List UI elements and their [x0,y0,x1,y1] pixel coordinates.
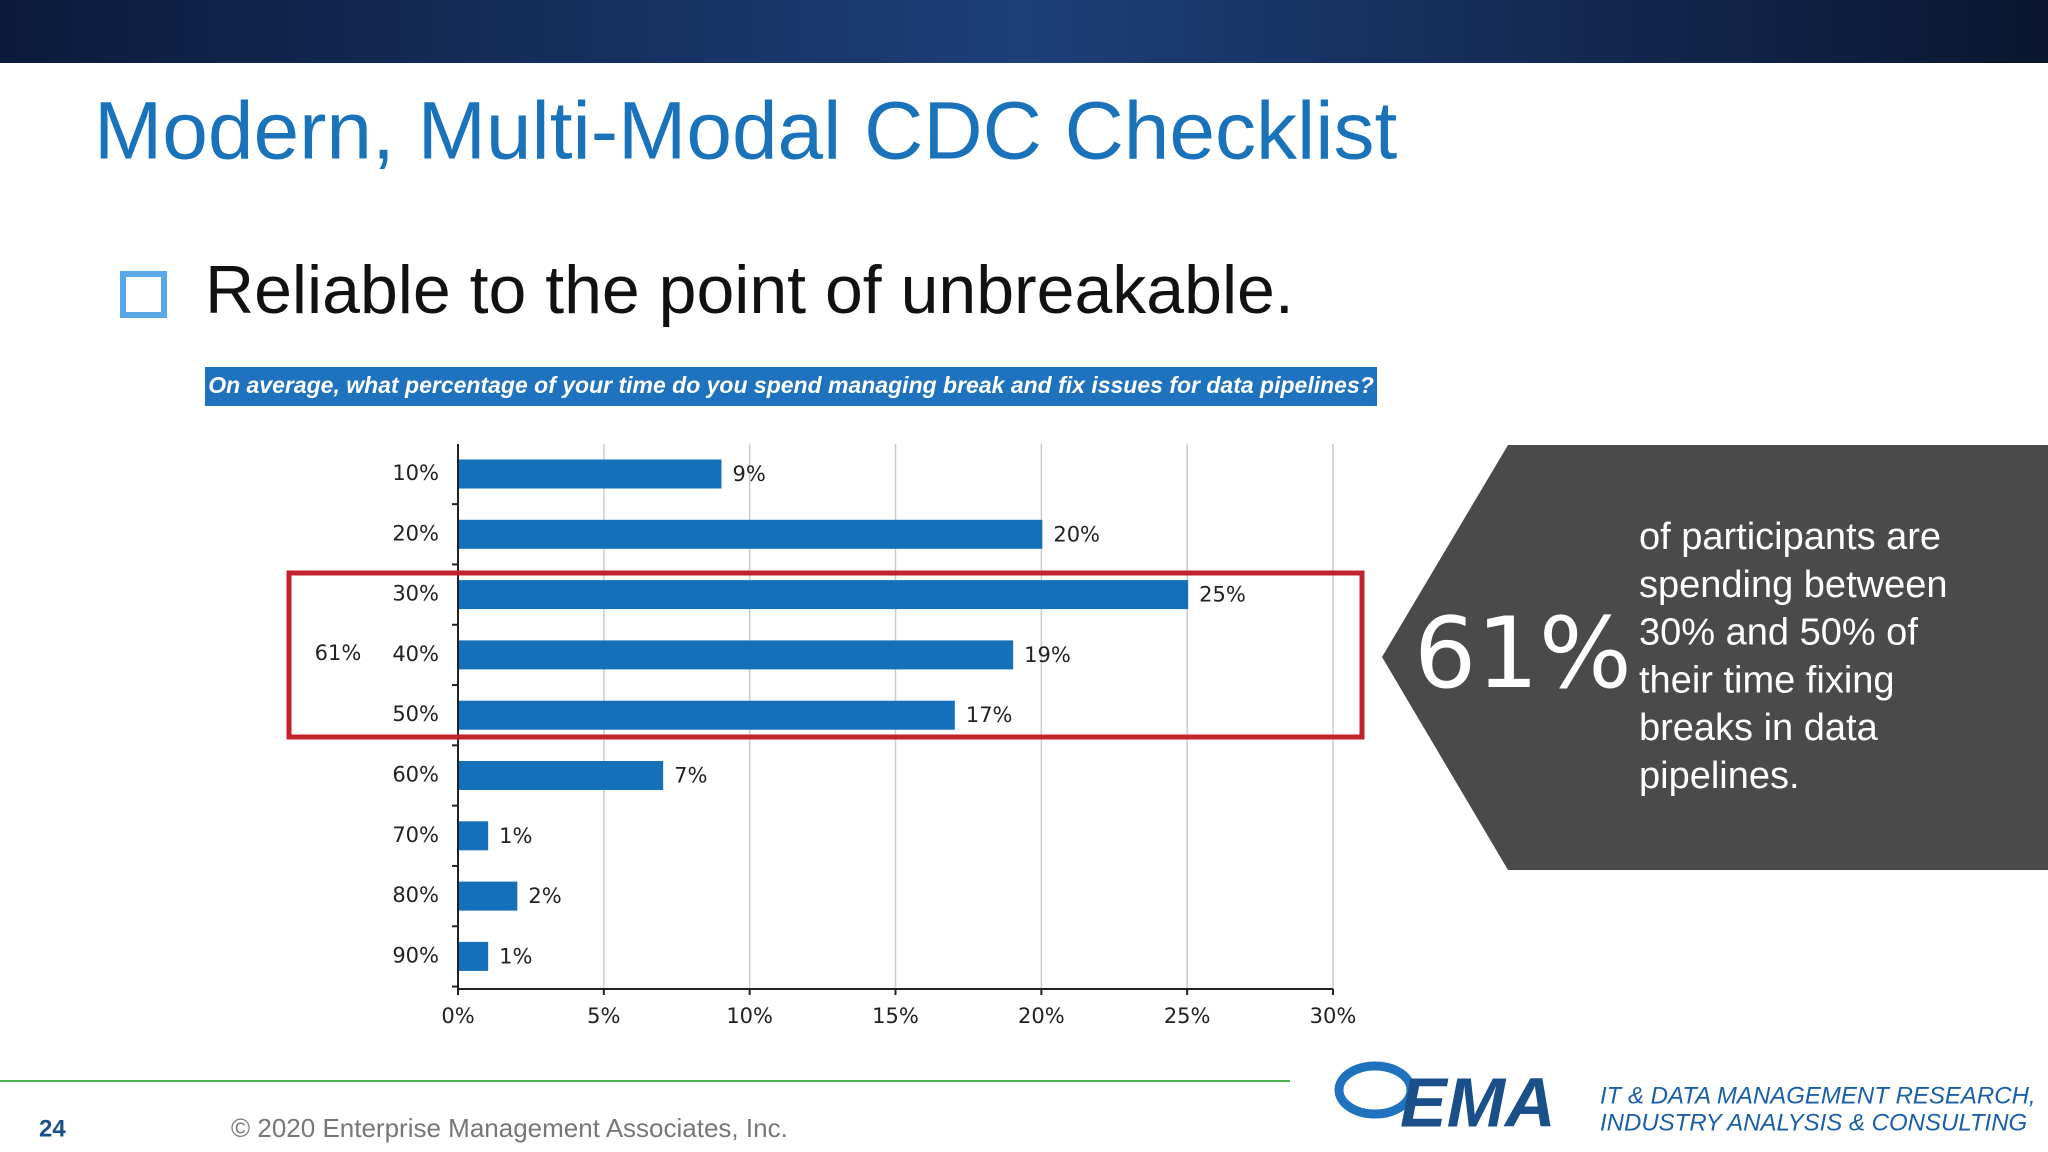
bar [459,640,1014,670]
x-tick-label: 30% [1310,1004,1357,1028]
y-tick-label: 10% [392,461,439,485]
x-tick-label: 5% [587,1004,620,1028]
callout-line: pipelines. [1639,755,1800,797]
y-tick-label: 60% [392,763,439,787]
slide-title: Modern, Multi-Modal CDC Checklist [94,86,1397,177]
highlight-box [286,570,1365,740]
x-tick-label: 15% [872,1004,919,1028]
x-tick-label: 0% [441,1004,474,1028]
bar [459,519,1043,549]
y-tick-label: 90% [392,943,439,967]
callout-line: their time fixing [1639,659,1895,701]
value-label: 1% [499,944,532,968]
x-tick-label: 10% [726,1004,773,1028]
y-tick-label: 80% [392,883,439,907]
callout-box [1382,445,2048,870]
chart-title: On average, what percentage of your time… [208,372,1374,398]
plot: 0% 5% 10% 15% 20% 25% 30% 10% 9% 20% 20% 30% 25% 40% 1… [286,444,1365,1028]
y-tick-label: 70% [392,823,439,847]
checkbox [120,271,167,318]
banner [0,0,2048,63]
x-tick-label: 25% [1164,1004,1211,1028]
tagline-line: IT & DATA MANAGEMENT RESEARCH, [1600,1082,2036,1109]
callout-line: 30% and 50% of [1639,612,1918,654]
value-label: 2% [528,884,561,908]
value-label: 17% [966,703,1013,727]
page-number: 24 [39,1115,66,1142]
bar [459,881,518,911]
tagline-line: INDUSTRY ANALYSIS & CONSULTING [1600,1109,2027,1136]
copyright: © 2020 Enterprise Management Associates,… [231,1113,788,1143]
value-label: 25% [1199,583,1246,607]
bar [459,941,489,971]
chart-title-bar [205,367,1377,406]
bar [459,821,489,851]
value-label: 9% [733,462,766,486]
y-tick-label: 50% [392,702,439,726]
x-tick-label: 20% [1018,1004,1065,1028]
callout-line: of participants are [1639,516,1941,558]
callout-line: spending between [1639,564,1947,606]
bar [459,580,1189,610]
bar [459,700,955,730]
bullet-text: Reliable to the point of unbreakable. [205,252,1294,328]
callout-text: of participants are spending between 30% a… [1639,516,1947,797]
value-label: 1% [499,824,532,848]
value-label: 7% [674,764,707,788]
logo-swoosh [1334,1061,1416,1119]
annotation: 61% [315,641,362,665]
y-tick-label: 40% [392,642,439,666]
callout-figure: 61% [1414,597,1632,711]
bar [459,761,664,790]
y-tick-label: 20% [392,521,439,545]
y-tick-label: 30% [392,582,439,606]
bar [459,459,722,489]
callout-line: breaks in data [1639,707,1879,749]
value-label: 20% [1053,522,1100,546]
logo: EMA [1400,1063,1556,1141]
value-label: 19% [1024,643,1071,667]
